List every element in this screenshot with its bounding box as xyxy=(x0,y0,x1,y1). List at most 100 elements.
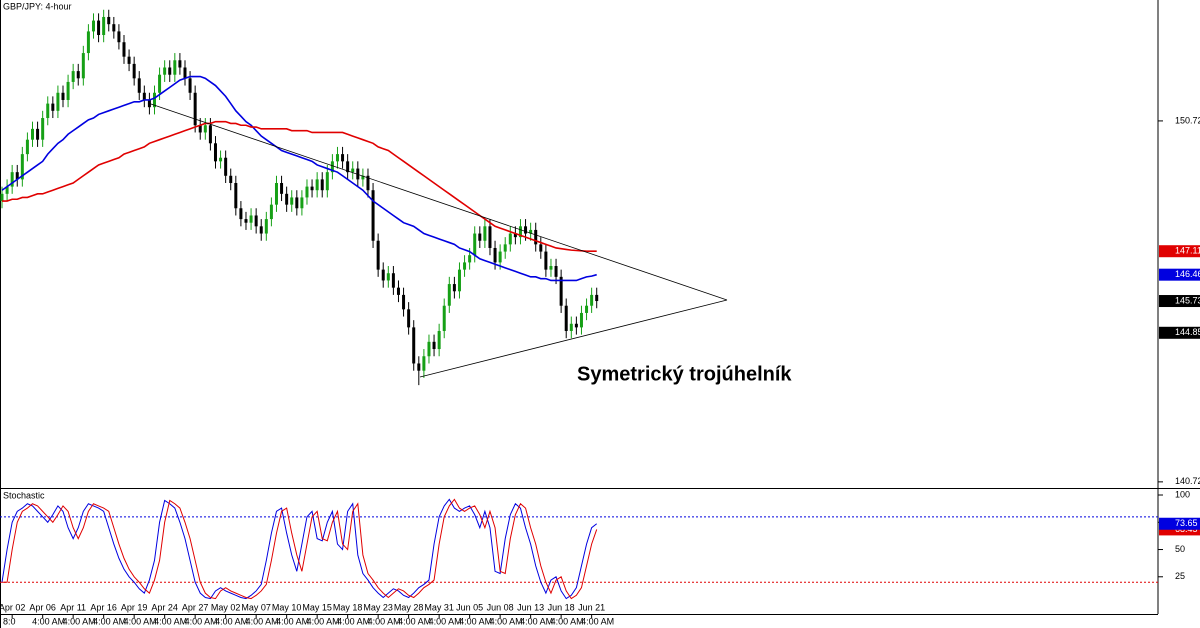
time-label: 4:00 AM xyxy=(398,616,431,626)
candle-body xyxy=(269,204,273,220)
main-panel xyxy=(0,9,599,386)
candle-body xyxy=(320,179,324,191)
candle-body xyxy=(524,226,528,234)
candle-body xyxy=(330,161,334,173)
candle-body xyxy=(452,284,456,292)
candle-body xyxy=(249,215,253,223)
candle-body xyxy=(5,186,9,194)
candle-body xyxy=(264,219,268,234)
candle-body xyxy=(41,118,45,140)
x-tick-label: May 31 xyxy=(424,602,454,612)
candle-body xyxy=(295,197,299,209)
candle-body xyxy=(86,31,90,54)
chart-title: GBP/JPY: 4-hour xyxy=(3,1,72,11)
price-tag xyxy=(1159,268,1200,281)
candle-body xyxy=(112,24,116,32)
candle-body xyxy=(529,229,533,234)
stoch-title-bg xyxy=(1,490,41,502)
time-label: 4:00 AM xyxy=(32,616,65,626)
candle-body xyxy=(152,92,156,108)
candle-body xyxy=(229,175,233,183)
candle-body xyxy=(239,208,243,220)
upper-trendline xyxy=(147,102,728,301)
candle-body xyxy=(168,67,172,75)
candle-body xyxy=(213,143,217,162)
price-tag-label: 145.73 xyxy=(1175,295,1200,305)
candle-body xyxy=(488,226,492,248)
candle-body xyxy=(483,226,487,241)
candle-body xyxy=(97,20,101,36)
candle-body xyxy=(163,67,167,75)
lower-trendline xyxy=(419,299,728,378)
moving-average-line xyxy=(1,75,597,282)
candle-body xyxy=(595,294,599,302)
x-tick-label: Apr 16 xyxy=(90,602,117,612)
candle-body xyxy=(36,128,40,140)
x-tick-label: Jun 05 xyxy=(456,602,483,612)
candle-body xyxy=(422,356,426,371)
price-tag xyxy=(1159,295,1200,308)
stochastic-title: Stochastic xyxy=(3,490,45,500)
x-tick-label: May 10 xyxy=(272,602,302,612)
y-tick-label: 100 xyxy=(1175,489,1190,499)
candle-body xyxy=(193,92,197,126)
candle-body xyxy=(132,63,136,79)
price-tag xyxy=(1159,245,1200,258)
time-label: 4:00 AM xyxy=(368,616,401,626)
candle-body xyxy=(427,341,431,357)
candle-body xyxy=(564,305,568,331)
stochastic-line xyxy=(2,498,598,600)
time-label: 4:00 AM xyxy=(246,616,279,626)
candle-body xyxy=(412,327,416,364)
candle-body xyxy=(66,81,70,100)
time-label: 4:00 AM xyxy=(490,616,523,626)
candle-body xyxy=(122,42,126,57)
candle-body xyxy=(234,183,238,209)
axes: 150.72 140.72 147.11 146.46 145.73 144.85 Apr … xyxy=(0,115,1200,626)
time-label: 4:00 AM xyxy=(276,616,309,626)
time-label: 4:00 AM xyxy=(520,616,553,626)
candle-body xyxy=(81,53,85,79)
candle-body xyxy=(539,244,543,252)
candle-body xyxy=(274,183,278,205)
time-label: 4:00 AM xyxy=(581,616,614,626)
x-tick-label: Jun 08 xyxy=(487,602,514,612)
x-tick-label: Apr 24 xyxy=(151,602,178,612)
stochastic-panel xyxy=(0,498,1158,600)
candle-body xyxy=(102,16,106,36)
time-label: 4:00 AM xyxy=(63,616,96,626)
candle-body xyxy=(305,186,309,198)
candle-body xyxy=(142,92,146,100)
candle-body xyxy=(376,240,380,270)
candle-body xyxy=(310,186,314,191)
candle-body xyxy=(508,233,512,245)
candle-body xyxy=(178,60,182,68)
candle-body xyxy=(513,233,517,238)
candle-body xyxy=(10,172,14,187)
candle-body xyxy=(127,56,131,64)
x-tick-label: Jun 21 xyxy=(578,602,605,612)
candle-body xyxy=(71,71,75,82)
candle-body xyxy=(20,154,24,180)
y-tick-label: 50 xyxy=(1175,544,1185,554)
candle-body xyxy=(315,179,319,191)
candle-body xyxy=(473,233,477,256)
candle-body xyxy=(173,60,177,75)
candle-body xyxy=(224,157,228,176)
x-tick-label: May 02 xyxy=(211,602,241,612)
candle-body xyxy=(503,244,507,252)
candle-body xyxy=(351,168,355,173)
annotation: Symetrický trojúhelník xyxy=(577,363,792,385)
x-tick-label: Jun 13 xyxy=(517,602,544,612)
value-tag xyxy=(1159,517,1200,530)
candle-body xyxy=(259,226,263,234)
price-tag xyxy=(1159,326,1200,339)
candle-body xyxy=(574,323,578,328)
candle-body xyxy=(478,233,482,241)
candle-body xyxy=(402,294,406,310)
candle-body xyxy=(417,363,421,371)
x-tick-label: Apr 27 xyxy=(182,602,209,612)
candle-body xyxy=(285,193,289,205)
candle-body xyxy=(325,172,329,191)
